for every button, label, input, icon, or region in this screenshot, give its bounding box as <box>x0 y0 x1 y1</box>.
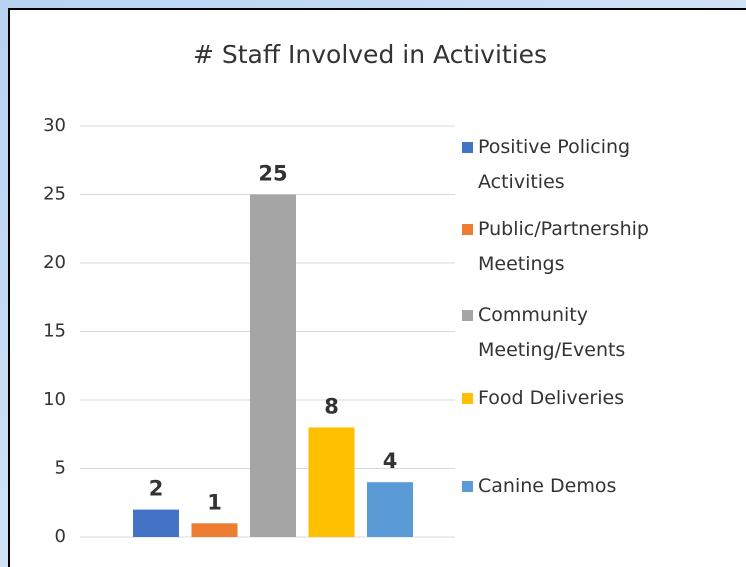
y-tick-label: 15 <box>43 321 66 342</box>
legend-label: Positive Policing Activities <box>478 136 631 193</box>
data-label: 2 <box>149 477 164 501</box>
y-tick-label: 10 <box>43 389 66 410</box>
legend-label: Canine Demos <box>478 475 617 497</box>
data-label: 8 <box>324 394 339 418</box>
chart-title: # Staff Involved in Activities <box>193 40 547 69</box>
bar <box>191 523 238 537</box>
bar <box>133 509 179 537</box>
legend-label: Food Deliveries <box>478 387 625 409</box>
legend-swatch <box>462 310 473 321</box>
legend-label: Community Meeting/Events <box>478 304 626 361</box>
bar <box>250 194 296 537</box>
legend-swatch <box>462 481 473 492</box>
legend-swatch <box>462 142 473 153</box>
bar <box>367 482 413 537</box>
chart-panel <box>8 8 746 567</box>
legend-swatch <box>462 224 473 235</box>
data-label: 4 <box>383 449 398 473</box>
legend-label: Public/Partnership Meetings <box>478 218 649 275</box>
bar <box>308 427 355 537</box>
data-label: 1 <box>207 490 222 514</box>
y-tick-label: 25 <box>43 184 66 205</box>
y-tick-label: 20 <box>43 252 66 273</box>
data-label: 25 <box>258 162 287 186</box>
y-tick-label: 30 <box>43 115 66 136</box>
legend-swatch <box>462 393 473 404</box>
y-tick-label: 5 <box>55 458 66 479</box>
y-tick-label: 0 <box>55 526 66 547</box>
